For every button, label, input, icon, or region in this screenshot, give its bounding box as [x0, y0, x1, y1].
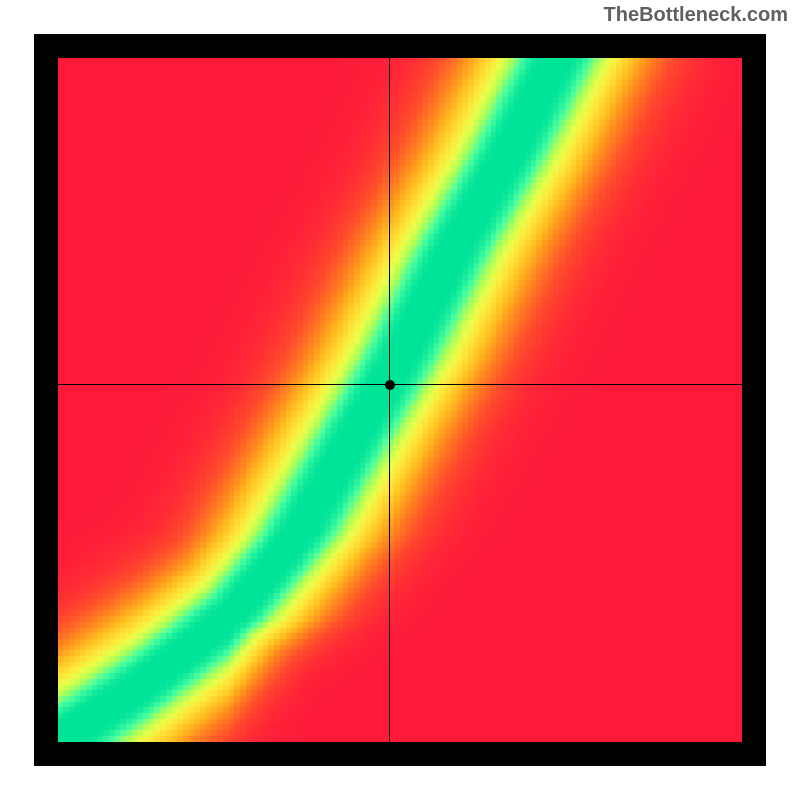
- crosshair-vertical: [389, 58, 390, 742]
- chart-container: TheBottleneck.com: [0, 0, 800, 800]
- attribution-text: TheBottleneck.com: [604, 4, 788, 27]
- plot-frame: [34, 34, 766, 766]
- heatmap-canvas: [58, 58, 742, 742]
- crosshair-horizontal: [58, 384, 742, 385]
- crosshair-marker: [385, 380, 395, 390]
